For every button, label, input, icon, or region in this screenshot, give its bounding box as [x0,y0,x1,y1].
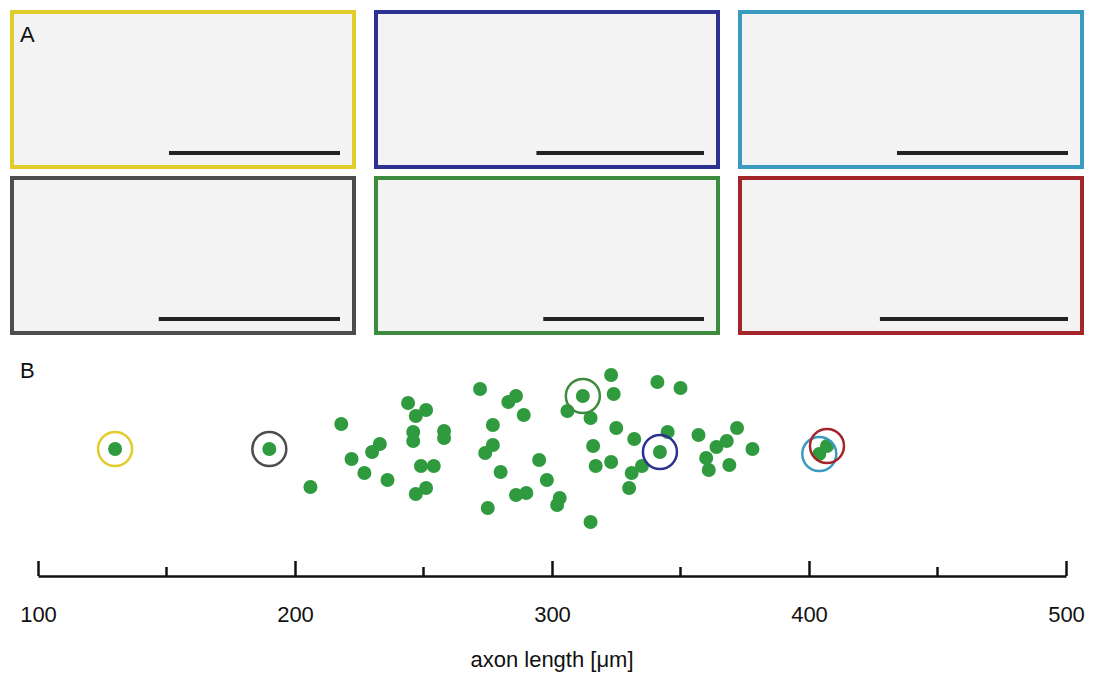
minor-tick [165,567,168,576]
data-point [702,463,716,477]
axis-title: axon length [μm] [470,647,633,672]
highlight-ring [98,432,132,466]
tick: 100 [20,561,57,627]
tick-mark [808,561,811,576]
data-point [609,421,623,435]
data-point [691,428,705,442]
points [98,368,844,529]
data-point [481,501,495,515]
data-point [519,486,533,500]
data-point [589,459,603,473]
data-point [345,452,359,466]
data-point [540,473,554,487]
panel-a [12,12,1082,333]
data-point [401,396,415,410]
tick-mark [1065,561,1068,576]
tick-mark [37,561,40,576]
data-point [486,418,500,432]
data-point [357,466,371,480]
highlight-ring [643,435,677,469]
data-point [473,382,487,396]
tick-label: 300 [534,602,571,627]
highlight-ring [802,437,836,471]
data-point [604,455,618,469]
image-frame [12,178,354,333]
image-frame [376,12,718,167]
tick: 300 [534,561,571,627]
image-frame [376,178,718,333]
data-point [586,439,600,453]
minor-tick [422,567,425,576]
image-frame [12,12,354,167]
data-point [427,459,441,473]
highlight-ring [810,429,844,463]
data-point [381,473,395,487]
data-point [414,459,428,473]
minor-tick [936,567,939,576]
data-point [409,487,423,501]
data-point [745,442,759,456]
data-point [653,445,667,459]
data-point [517,408,531,422]
scale-bar [536,151,704,155]
minor-ticks [167,567,938,576]
data-point [303,480,317,494]
tick-label: 400 [791,602,828,627]
tick: 500 [1048,561,1085,627]
tick-label: 100 [20,602,57,627]
data-point [576,389,590,403]
image-frame [740,178,1082,333]
highlight-ring [252,432,286,466]
tick-mark [551,561,554,576]
panel-label: B [20,358,35,383]
tick-label: 500 [1048,602,1085,627]
data-point [509,389,523,403]
data-point [720,434,734,448]
scale-bar [897,151,1068,155]
data-point [406,434,420,448]
data-point [494,465,508,479]
data-point [262,442,276,456]
tick: 200 [277,561,314,627]
tick-mark [294,561,297,576]
data-point [607,387,621,401]
image-frame [740,12,1082,167]
data-point [584,515,598,529]
data-point [622,481,636,495]
data-point [650,375,664,389]
data-point [532,453,546,467]
scale-bar [159,317,340,321]
data-point [486,438,500,452]
highlight-ring [566,379,600,413]
data-point [604,368,618,382]
data-point [419,403,433,417]
data-point [699,451,713,465]
panel-label: A [20,22,35,47]
x-axis: 100 200 300 400 500 [20,561,1085,627]
scale-bar [880,317,1068,321]
minor-tick [679,567,682,576]
tick: 400 [791,561,828,627]
data-point [334,417,348,431]
scale-bar [169,151,340,155]
data-point [674,381,688,395]
data-point [373,437,387,451]
data-point [722,458,736,472]
data-point [550,498,564,512]
data-point [108,442,122,456]
figure: A B 100 200 300 400 500 axon length [μm] [0,0,1095,682]
data-point [730,421,744,435]
data-point [627,432,641,446]
data-point [437,431,451,445]
scale-bar [543,317,704,321]
tick-label: 200 [277,602,314,627]
data-point [560,404,574,418]
